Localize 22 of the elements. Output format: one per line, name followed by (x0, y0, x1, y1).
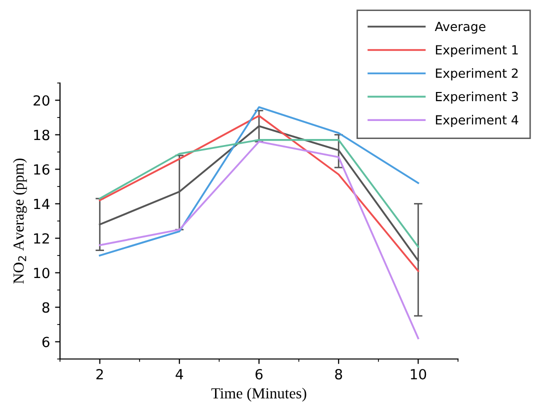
y-tick-label: 16 (34, 164, 50, 175)
x-axis-title: Time (Minutes) (211, 388, 306, 402)
y-tick-label: 10 (34, 268, 50, 278)
x-tick-label: 6 (256, 368, 263, 380)
y-tick-label: 20 (34, 95, 50, 106)
legend-label: Average (434, 22, 486, 34)
y-tick-label: 14 (34, 198, 50, 210)
y-tick-label: 6 (42, 336, 50, 348)
legend-label: Experiment 4 (436, 114, 518, 128)
legend-label: Experiment 2 (436, 68, 518, 80)
line-series (98, 140, 420, 340)
legend-label: Experiment 3 (436, 92, 518, 104)
y-axis-title: NO$_{2}$ Average (ppm) (12, 158, 27, 284)
legend-label: Experiment 1 (436, 44, 518, 57)
y-tick-label: 8 (42, 302, 50, 313)
y-tick-label: 12 (34, 233, 49, 244)
y-tick-label: 18 (34, 130, 50, 140)
x-tick-label: 8 (335, 368, 342, 380)
x-tick-label: 10 (410, 368, 426, 380)
x-tick-label: 4 (176, 369, 184, 380)
line-series (98, 139, 420, 248)
x-tick-label: 2 (96, 368, 103, 380)
